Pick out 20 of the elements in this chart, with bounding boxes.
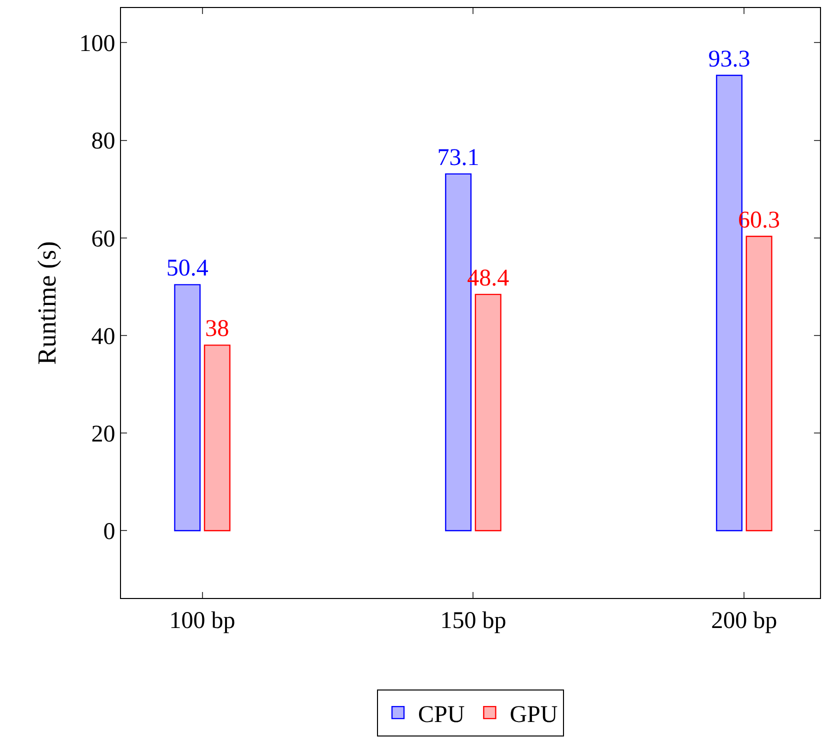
y-tick-label: 80 [91,128,116,155]
data-label: 38 [205,316,230,342]
data-label: 93.3 [708,46,750,72]
legend-label: GPU [510,702,558,728]
bar [746,236,772,532]
y-axis-title: Runtime (s) [32,241,62,365]
legend-label: CPU [418,702,465,728]
bar [174,284,201,532]
data-label: 50.4 [166,256,208,282]
bar [474,294,502,532]
bar [204,344,230,532]
y-tick-label: 60 [91,226,116,252]
y-tick-label: 100 [79,31,116,58]
x-tick-label: 150 bp [440,608,506,634]
data-label: 73.1 [437,144,480,171]
y-tick-label: 0 [103,519,116,546]
y-tick-label: 40 [91,324,116,350]
y-tick-label: 20 [91,421,116,448]
x-tick-label: 200 bp [711,608,778,634]
x-tick-label: 100 bp [169,608,236,634]
